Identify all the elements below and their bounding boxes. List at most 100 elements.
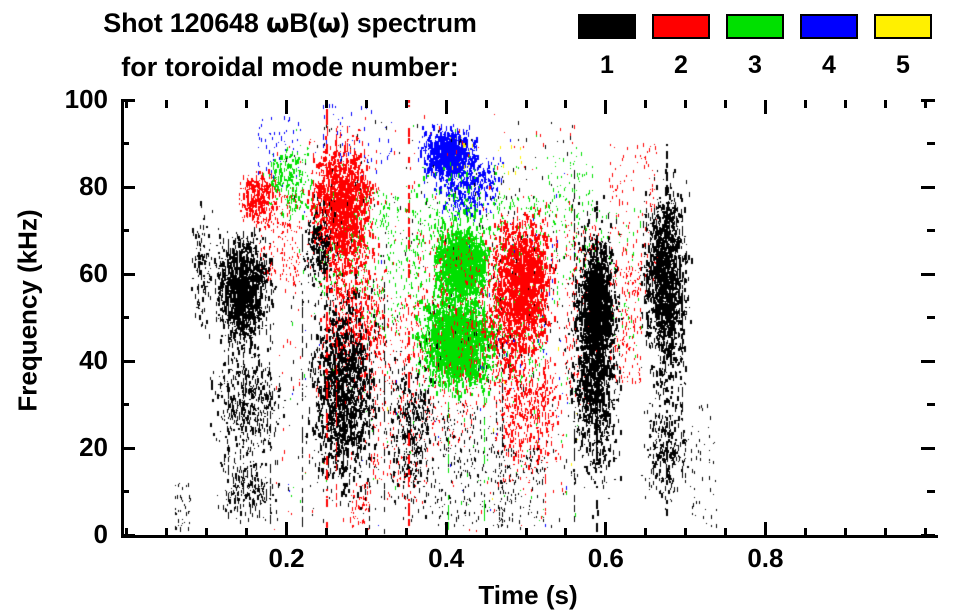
- y-tick: [921, 446, 935, 450]
- x-tick: [843, 528, 847, 536]
- legend-swatch-2: [652, 14, 710, 39]
- x-tick: [205, 100, 209, 108]
- omega-symbol-1: ω: [265, 8, 290, 39]
- x-tick: [165, 528, 169, 536]
- y-tick: [121, 272, 135, 276]
- x-tick: [404, 100, 408, 108]
- x-tick: [524, 528, 528, 536]
- y-axis-label: Frequency (kHz): [12, 209, 43, 412]
- y-tick: [921, 359, 935, 363]
- x-tick: [644, 528, 648, 536]
- x-tick: [125, 100, 129, 108]
- x-tick-label: 0.4: [428, 543, 465, 573]
- x-tick: [724, 100, 727, 108]
- legend-swatch-4: [800, 14, 858, 39]
- spectrogram-canvas: [124, 100, 938, 535]
- x-tick: [883, 528, 887, 536]
- x-tick: [803, 528, 807, 536]
- x-tick: [125, 528, 129, 536]
- y-tick: [121, 403, 129, 406]
- y-tick: [121, 142, 129, 145]
- y-tick: [921, 533, 935, 537]
- y-tick: [121, 490, 129, 493]
- x-tick: [564, 528, 568, 536]
- x-tick: [324, 528, 328, 536]
- y-tick: [121, 316, 129, 319]
- legend: 1 2 3 4 5: [578, 14, 950, 88]
- y-tick-label: 0: [93, 519, 108, 549]
- x-tick-label: 0.8: [747, 543, 784, 573]
- x-tick: [165, 100, 169, 108]
- x-tick: [763, 100, 767, 114]
- chart-title-line2: for toroidal mode number:: [121, 52, 459, 82]
- y-tick: [927, 229, 935, 232]
- x-tick-label: 0.2: [268, 543, 305, 573]
- x-tick: [444, 522, 448, 536]
- x-tick: [684, 100, 688, 108]
- legend-item-3: 3: [726, 14, 784, 78]
- y-tick-label: 40: [79, 345, 108, 375]
- x-tick: [843, 100, 847, 108]
- y-tick: [927, 490, 935, 493]
- y-tick: [927, 403, 935, 406]
- x-tick: [923, 100, 927, 108]
- legend-label-4: 4: [822, 51, 836, 79]
- title-suffix: ) spectrum: [340, 8, 477, 38]
- y-tick: [121, 359, 135, 363]
- x-tick: [684, 528, 688, 536]
- legend-label-5: 5: [896, 51, 910, 79]
- legend-label-1: 1: [600, 51, 614, 79]
- x-tick: [404, 528, 408, 536]
- x-tick: [285, 100, 289, 114]
- y-tick: [927, 142, 935, 145]
- y-tick: [921, 185, 935, 189]
- x-tick: [245, 100, 249, 108]
- y-tick: [121, 98, 135, 102]
- y-tick: [921, 98, 935, 102]
- x-tick: [604, 522, 608, 536]
- y-tick: [921, 272, 935, 276]
- x-tick: [763, 522, 767, 536]
- x-tick: [364, 100, 368, 108]
- x-tick: [883, 100, 887, 108]
- x-tick: [644, 100, 648, 108]
- y-tick-label: 20: [79, 432, 108, 462]
- x-tick: [285, 522, 289, 536]
- x-tick: [524, 100, 528, 108]
- y-tick: [121, 533, 135, 537]
- omega-symbol-2: ω: [317, 8, 341, 39]
- y-tick: [927, 316, 935, 319]
- title-mid: B(: [289, 8, 318, 38]
- x-tick: [205, 528, 209, 536]
- x-tick: [604, 100, 608, 114]
- legend-swatch-3: [726, 14, 784, 39]
- title-prefix: Shot 120648: [103, 8, 266, 38]
- legend-swatch-1: [578, 14, 636, 39]
- x-tick: [245, 528, 249, 536]
- x-axis-label: Time (s): [478, 580, 578, 610]
- x-tick-label: 0.6: [587, 543, 624, 573]
- x-tick: [564, 100, 568, 108]
- legend-item-2: 2: [652, 14, 710, 78]
- x-tick: [484, 528, 488, 536]
- y-tick-label: 100: [64, 84, 108, 114]
- legend-item-5: 5: [874, 14, 932, 78]
- y-axis-tick-labels: 0 20 40 60 80 100: [0, 0, 108, 615]
- y-tick: [121, 446, 135, 450]
- chart-title-line1: Shot 120648 ωB(ω) spectrum: [0, 8, 580, 39]
- legend-label-3: 3: [748, 51, 762, 79]
- y-tick: [121, 229, 129, 232]
- legend-item-1: 1: [578, 14, 636, 78]
- legend-item-4: 4: [800, 14, 858, 78]
- x-tick: [484, 100, 488, 108]
- x-tick: [324, 100, 328, 108]
- x-tick: [803, 100, 807, 108]
- legend-label-2: 2: [674, 51, 688, 79]
- y-tick: [121, 185, 135, 189]
- x-tick: [444, 100, 448, 114]
- x-tick: [364, 528, 368, 536]
- x-tick: [923, 528, 927, 536]
- y-tick-label: 80: [79, 171, 108, 201]
- legend-swatch-5: [874, 14, 932, 39]
